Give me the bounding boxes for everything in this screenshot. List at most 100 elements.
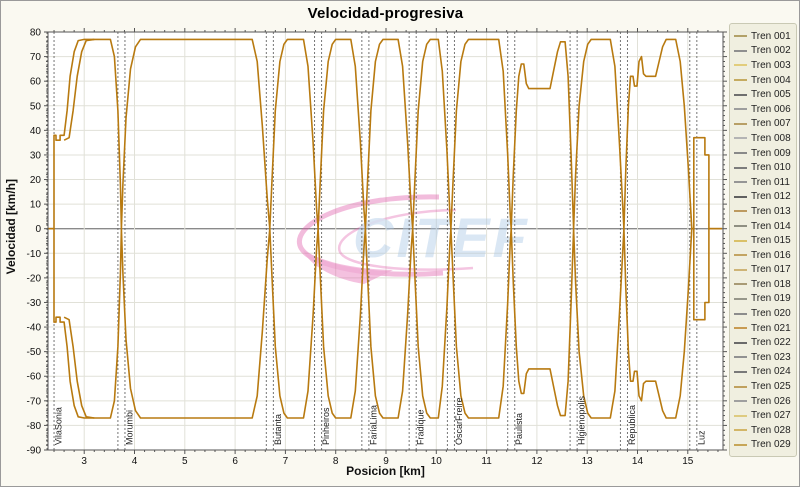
legend-item-label: Tren 020	[751, 308, 791, 320]
svg-text:-10: -10	[27, 249, 42, 260]
legend-item[interactable]: Tren 028	[734, 423, 793, 438]
legend-swatch-line	[734, 195, 747, 198]
svg-text:5: 5	[182, 456, 188, 467]
legend-item-label: Tren 012	[751, 191, 791, 203]
legend-item[interactable]: Tren 007	[734, 117, 793, 132]
svg-text:-50: -50	[27, 347, 42, 358]
legend-item-label: Tren 010	[751, 162, 791, 174]
legend-swatch-line	[734, 312, 747, 315]
legend-swatch-line	[734, 210, 747, 213]
svg-text:-20: -20	[27, 273, 42, 284]
legend-item[interactable]: Tren 002	[734, 44, 793, 59]
legend-item-label: Tren 022	[751, 337, 791, 349]
legend-swatch-line	[734, 327, 747, 330]
svg-text:6: 6	[232, 456, 238, 467]
plot-frame	[47, 31, 724, 451]
legend-item[interactable]: Tren 026	[734, 394, 793, 409]
plot-background	[48, 32, 723, 450]
legend-item[interactable]: Tren 008	[734, 131, 793, 146]
svg-text:CITEF: CITEF	[353, 206, 530, 269]
svg-text:Higienopolis: Higienopolis	[577, 395, 587, 445]
legend-item[interactable]: Tren 010	[734, 160, 793, 175]
legend-item[interactable]: Tren 013	[734, 204, 793, 219]
legend-item[interactable]: Tren 020	[734, 306, 793, 321]
legend-swatch-line	[734, 356, 747, 359]
legend-item[interactable]: Tren 015	[734, 233, 793, 248]
legend-item[interactable]: Tren 019	[734, 292, 793, 307]
legend: Tren 001 Tren 002 Tren 003 Tren 004 Tren…	[729, 23, 797, 458]
axis-ticks	[44, 28, 727, 454]
svg-text:60: 60	[30, 77, 42, 88]
legend-item[interactable]: Tren 016	[734, 248, 793, 263]
svg-text:13: 13	[582, 456, 594, 467]
svg-text:80: 80	[30, 28, 42, 39]
svg-text:50: 50	[30, 101, 42, 112]
svg-text:11: 11	[481, 456, 492, 467]
legend-item-label: Tren 001	[751, 30, 791, 42]
legend-item[interactable]: Tren 011	[734, 175, 793, 190]
legend-item[interactable]: Tren 003	[734, 58, 793, 73]
svg-text:4: 4	[132, 456, 138, 467]
legend-item[interactable]: Tren 024	[734, 365, 793, 380]
legend-item-label: Tren 011	[751, 176, 790, 188]
svg-text:-80: -80	[27, 421, 42, 432]
legend-item-label: Tren 024	[751, 366, 791, 378]
svg-text:10: 10	[431, 456, 443, 467]
legend-item[interactable]: Tren 023	[734, 350, 793, 365]
svg-text:VilaSonia: VilaSonia	[54, 407, 64, 445]
legend-item[interactable]: Tren 018	[734, 277, 793, 292]
legend-item[interactable]: Tren 022	[734, 335, 793, 350]
legend-item-label: Tren 003	[751, 59, 791, 71]
legend-item-label: Tren 026	[751, 395, 791, 407]
svg-text:Fradique: Fradique	[416, 409, 426, 445]
legend-item[interactable]: Tren 017	[734, 263, 793, 278]
svg-text:Republica: Republica	[627, 405, 637, 445]
legend-swatch-line	[734, 35, 747, 38]
svg-text:Butanta: Butanta	[273, 414, 283, 445]
legend-item-label: Tren 017	[751, 264, 791, 276]
svg-text:Morumbi: Morumbi	[124, 410, 134, 445]
legend-swatch-line	[734, 283, 747, 286]
legend-swatch-line	[734, 239, 747, 242]
legend-item[interactable]: Tren 012	[734, 190, 793, 205]
svg-text:Paulista: Paulista	[514, 413, 524, 445]
legend-item[interactable]: Tren 014	[734, 219, 793, 234]
x-tick-labels: 3 4 5 6 7 8 9 10 11 12 13 14 15	[81, 456, 693, 467]
svg-text:14: 14	[632, 456, 644, 467]
legend-item[interactable]: Tren 006	[734, 102, 793, 117]
legend-item[interactable]: Tren 005	[734, 87, 793, 102]
legend-item[interactable]: Tren 009	[734, 146, 793, 161]
legend-item[interactable]: Tren 025	[734, 379, 793, 394]
legend-item-label: Tren 016	[751, 249, 791, 261]
legend-item-label: Tren 025	[751, 381, 791, 393]
y-tick-labels: 80 70 60 50 40 30 20 10 0 -10 -20 -30 -40 -50 -60 -70 -8…	[27, 28, 42, 457]
svg-text:70: 70	[30, 52, 42, 63]
legend-swatch-line	[734, 254, 747, 257]
legend-swatch-line	[734, 181, 747, 184]
legend-item[interactable]: Tren 001	[734, 29, 793, 44]
legend-swatch-line	[734, 429, 747, 432]
svg-text:-70: -70	[27, 396, 42, 407]
legend-item-label: Tren 015	[751, 235, 791, 247]
svg-text:-40: -40	[27, 323, 42, 334]
legend-item-label: Tren 006	[751, 103, 791, 115]
legend-item[interactable]: Tren 021	[734, 321, 793, 336]
legend-swatch-line	[734, 414, 747, 417]
svg-text:40: 40	[30, 126, 42, 137]
legend-item-label: Tren 007	[751, 118, 791, 130]
legend-swatch-line	[734, 297, 747, 300]
svg-text:-30: -30	[27, 298, 42, 309]
legend-swatch-line	[734, 108, 747, 111]
legend-item[interactable]: Tren 029	[734, 438, 793, 453]
legend-item[interactable]: Tren 027	[734, 408, 793, 423]
svg-text:9: 9	[383, 456, 389, 467]
svg-text:30: 30	[30, 150, 42, 161]
legend-item-label: Tren 029	[751, 439, 791, 451]
legend-swatch-line	[734, 370, 747, 373]
svg-text:OscarFreire: OscarFreire	[454, 397, 464, 445]
svg-text:12: 12	[531, 456, 543, 467]
svg-text:7: 7	[283, 456, 289, 467]
legend-item[interactable]: Tren 004	[734, 73, 793, 88]
train-speed-curves	[48, 38, 722, 419]
